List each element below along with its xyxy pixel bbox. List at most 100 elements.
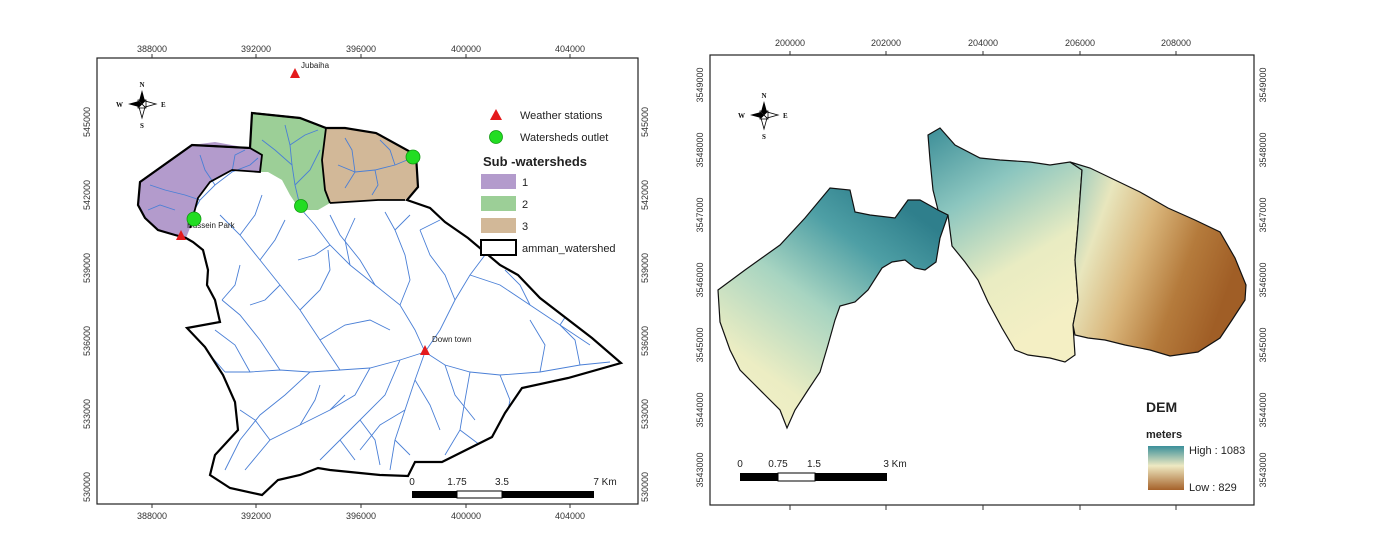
x-tick-label: 208000 — [1161, 38, 1191, 48]
y-tick-label: 536000 — [640, 326, 650, 356]
compass-s: S — [762, 133, 766, 141]
y-tick-label: 530000 — [82, 472, 92, 502]
dem-subbasin-1 — [717, 187, 949, 430]
scale-label-1: 1.75 — [447, 477, 467, 488]
y-tick-label: 3547000 — [1258, 197, 1268, 232]
dem-compass-rose-icon: N S E W — [738, 92, 788, 141]
station-label-downtown: Down town — [432, 335, 472, 344]
x-tick-label: 404000 — [555, 511, 585, 521]
x-tick-label: 404000 — [555, 44, 585, 54]
x-tick-label: 200000 — [775, 38, 805, 48]
station-marker-jubaiha — [290, 68, 300, 78]
y-tick-label: 545000 — [82, 107, 92, 137]
y-tick-label: 3545000 — [695, 327, 705, 362]
station-marker-hussein-park — [176, 230, 186, 240]
y-tick-label: 533000 — [640, 399, 650, 429]
watershed-map-panel: 388000 392000 396000 400000 404000 38800… — [0, 0, 690, 552]
y-tick-label: 533000 — [82, 399, 92, 429]
legend-item-2: 2 — [522, 199, 528, 211]
dem-map-svg: 200000 202000 204000 206000 208000 35490… — [695, 38, 1268, 510]
subwatershed-3 — [322, 128, 418, 203]
x-tick-label: 206000 — [1065, 38, 1095, 48]
scale-label-0: 0 — [737, 459, 743, 470]
x-tick-label: 396000 — [346, 511, 376, 521]
subwatershed-2 — [250, 113, 330, 210]
y-tick-label: 542000 — [640, 180, 650, 210]
dem-subbasin-2 — [927, 127, 1083, 363]
compass-e: E — [783, 112, 788, 120]
dem-legend-title: DEM — [1146, 399, 1177, 415]
y-axis-right: 545000 542000 539000 536000 533000 53000… — [640, 107, 650, 502]
legend-swatch-3 — [481, 218, 516, 233]
dem-subbasin-3 — [1069, 161, 1247, 357]
x-tick-label: 400000 — [451, 511, 481, 521]
y-tick-label: 3548000 — [695, 132, 705, 167]
x-tick-label: 392000 — [241, 511, 271, 521]
y-tick-label: 3545000 — [1258, 327, 1268, 362]
compass-s: S — [140, 122, 144, 130]
x-tick-label: 388000 — [137, 511, 167, 521]
legend-item-3: 3 — [522, 221, 528, 233]
y-tick-label: 3544000 — [695, 392, 705, 427]
compass-n: N — [139, 81, 144, 89]
stream-network — [209, 194, 611, 471]
x-tick-label: 204000 — [968, 38, 998, 48]
legend-station-icon — [490, 109, 502, 120]
x-axis-bottom: 388000 392000 396000 400000 404000 — [137, 504, 585, 521]
y-tick-label: 3543000 — [695, 452, 705, 487]
dem-y-axis-right: 3549000 3548000 3547000 3546000 3545000 … — [1258, 67, 1268, 487]
legend-swatch-1 — [481, 174, 516, 189]
legend-swatch-boundary — [480, 239, 517, 256]
y-tick-label: 536000 — [82, 326, 92, 356]
y-tick-label: 3543000 — [1258, 452, 1268, 487]
legend-weather-stations: Weather stations — [520, 110, 603, 122]
outlet-marker-3 — [405, 149, 421, 165]
compass-e: E — [161, 101, 166, 109]
legend-item-1: 1 — [522, 177, 528, 189]
compass-n: N — [761, 92, 766, 100]
scale-label-3: 7 Km — [593, 477, 616, 488]
y-tick-label: 3548000 — [1258, 132, 1268, 167]
legend-subwatersheds-title: Sub -watersheds — [483, 154, 587, 169]
dem-x-axis-top: 200000 202000 204000 206000 208000 — [775, 38, 1191, 510]
station-label-jubaiha: Jubaiha — [301, 61, 330, 70]
scale-label-2: 1.5 — [807, 459, 821, 470]
y-tick-label: 530000 — [640, 472, 650, 502]
y-tick-label: 539000 — [82, 253, 92, 283]
compass-w: W — [116, 101, 123, 109]
amman-watershed-boundary — [136, 111, 624, 497]
y-tick-label: 3549000 — [1258, 67, 1268, 102]
outlet-marker-1 — [186, 211, 202, 227]
dem-legend: DEM meters High : 1083 Low : 829 — [1146, 399, 1245, 494]
dem-scale-bar: 0 0.75 1.5 3 Km — [737, 459, 907, 482]
dem-legend-low: Low : 829 — [1189, 482, 1237, 494]
y-tick-label: 3544000 — [1258, 392, 1268, 427]
x-axis-top: 388000 392000 396000 400000 404000 — [137, 44, 585, 58]
scale-label-2: 3.5 — [495, 477, 509, 488]
compass-rose-icon: N S E W — [116, 81, 166, 130]
map-legend: Weather stations Watersheds outlet Sub -… — [480, 109, 616, 256]
dem-legend-high: High : 1083 — [1189, 445, 1245, 457]
scale-label-0: 0 — [409, 477, 415, 488]
watershed-map-svg: 388000 392000 396000 400000 404000 38800… — [82, 44, 650, 521]
y-tick-label: 3547000 — [695, 197, 705, 232]
outlet-marker-2 — [294, 199, 308, 213]
legend-outlets: Watersheds outlet — [520, 132, 608, 144]
y-tick-label: 3546000 — [695, 262, 705, 297]
x-tick-label: 388000 — [137, 44, 167, 54]
y-axis-left: 545000 542000 539000 536000 533000 53000… — [82, 107, 92, 502]
dem-legend-ramp — [1148, 446, 1184, 490]
y-tick-label: 542000 — [82, 180, 92, 210]
legend-outlet-icon — [489, 130, 503, 144]
station-label-hussein-park: Hussein Park — [187, 221, 236, 230]
legend-swatch-2 — [481, 196, 516, 211]
scale-label-1: 0.75 — [768, 459, 788, 470]
x-tick-label: 202000 — [871, 38, 901, 48]
y-tick-label: 3549000 — [695, 67, 705, 102]
dem-map-panel: 200000 202000 204000 206000 208000 35490… — [690, 0, 1389, 552]
scale-label-3: 3 Km — [883, 459, 906, 470]
subwatershed-1 — [138, 142, 262, 238]
compass-w: W — [738, 112, 745, 120]
scale-bar: 0 1.75 3.5 7 Km — [409, 477, 617, 499]
x-tick-label: 392000 — [241, 44, 271, 54]
